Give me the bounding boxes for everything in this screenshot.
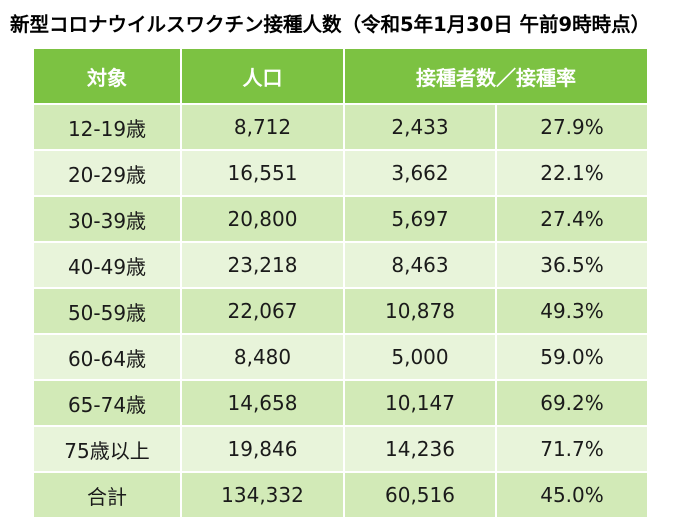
age-cell: 12-19歳 xyxy=(32,103,182,151)
table-total-row: 合計 134,332 60,516 45.0% xyxy=(32,471,649,519)
vaccinated-cell: 5,000 xyxy=(343,333,497,381)
population-cell: 8,712 xyxy=(180,103,345,151)
table-row: 12-19歳 8,712 2,433 27.9% xyxy=(32,103,649,151)
age-cell: 65-74歳 xyxy=(32,379,182,427)
age-cell: 40-49歳 xyxy=(32,241,182,289)
vaccinated-cell: 3,662 xyxy=(343,149,497,197)
total-label-cell: 合計 xyxy=(32,471,182,519)
age-cell: 75歳以上 xyxy=(32,425,182,473)
population-cell: 19,846 xyxy=(180,425,345,473)
vaccinated-cell: 2,433 xyxy=(343,103,497,151)
age-cell: 60-64歳 xyxy=(32,333,182,381)
population-cell: 14,658 xyxy=(180,379,345,427)
rate-cell: 22.1% xyxy=(495,149,649,197)
population-cell: 16,551 xyxy=(180,149,345,197)
population-cell: 22,067 xyxy=(180,287,345,335)
rate-cell: 27.4% xyxy=(495,195,649,243)
vaccination-table: 対象 人口 接種者数／接種率 12-19歳 8,712 2,433 27.9% … xyxy=(32,47,649,519)
table-row: 65-74歳 14,658 10,147 69.2% xyxy=(32,379,649,427)
table-row: 60-64歳 8,480 5,000 59.0% xyxy=(32,333,649,381)
rate-cell: 27.9% xyxy=(495,103,649,151)
rate-cell: 59.0% xyxy=(495,333,649,381)
page-title: 新型コロナウイルスワクチン接種人数（令和5年1月30日 午前9時時点） xyxy=(10,13,651,36)
age-cell: 50-59歳 xyxy=(32,287,182,335)
total-rate-cell: 45.0% xyxy=(495,471,649,519)
table-row: 75歳以上 19,846 14,236 71.7% xyxy=(32,425,649,473)
vaccinated-cell: 10,878 xyxy=(343,287,497,335)
vaccinated-cell: 10,147 xyxy=(343,379,497,427)
total-vaccinated-cell: 60,516 xyxy=(343,471,497,519)
header-vaccinated: 接種者数／接種率 xyxy=(343,47,649,105)
table-row: 30-39歳 20,800 5,697 27.4% xyxy=(32,195,649,243)
header-population: 人口 xyxy=(180,47,345,105)
vaccinated-cell: 14,236 xyxy=(343,425,497,473)
table-header-row: 対象 人口 接種者数／接種率 xyxy=(32,47,649,105)
population-cell: 23,218 xyxy=(180,241,345,289)
age-cell: 30-39歳 xyxy=(32,195,182,243)
rate-cell: 36.5% xyxy=(495,241,649,289)
population-cell: 8,480 xyxy=(180,333,345,381)
vaccinated-cell: 5,697 xyxy=(343,195,497,243)
rate-cell: 49.3% xyxy=(495,287,649,335)
table-row: 50-59歳 22,067 10,878 49.3% xyxy=(32,287,649,335)
table-row: 20-29歳 16,551 3,662 22.1% xyxy=(32,149,649,197)
table-row: 40-49歳 23,218 8,463 36.5% xyxy=(32,241,649,289)
rate-cell: 69.2% xyxy=(495,379,649,427)
header-target: 対象 xyxy=(32,47,182,105)
total-population-cell: 134,332 xyxy=(180,471,345,519)
rate-cell: 71.7% xyxy=(495,425,649,473)
population-cell: 20,800 xyxy=(180,195,345,243)
vaccinated-cell: 8,463 xyxy=(343,241,497,289)
age-cell: 20-29歳 xyxy=(32,149,182,197)
